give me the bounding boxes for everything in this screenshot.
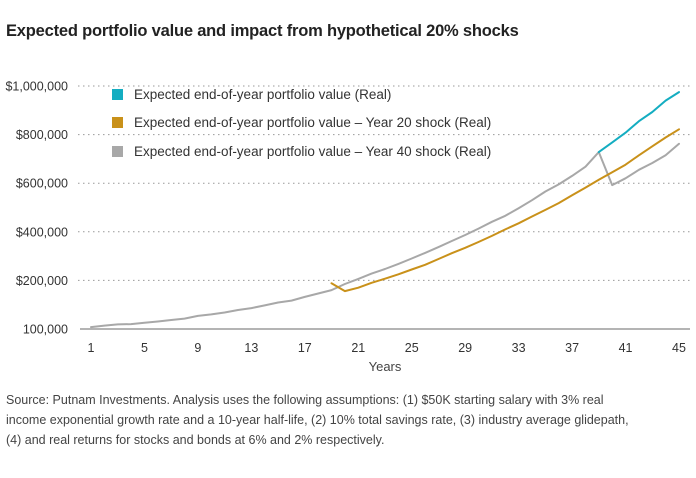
series-line-0 (597, 91, 680, 154)
x-tick-label: 29 (458, 341, 472, 355)
x-tick-label: 1 (88, 341, 95, 355)
legend-item-year40-shock: Expected end-of-year portfolio value – Y… (112, 137, 491, 166)
series-line-1 (330, 128, 680, 293)
gridlines (78, 85, 690, 281)
legend-label: Expected end-of-year portfolio value – Y… (134, 143, 492, 159)
x-tick-label: 13 (244, 341, 258, 355)
x-tick-label: 21 (351, 341, 365, 355)
legend: Expected end-of-year portfolio value (Re… (112, 80, 491, 166)
footnote-line: Source: Putnam Investments. Analysis use… (6, 393, 604, 407)
legend-item-expected: Expected end-of-year portfolio value (Re… (112, 80, 491, 109)
x-axis-label: Years (369, 359, 402, 374)
x-tick-label: 45 (672, 341, 686, 355)
x-tick-label: 37 (565, 341, 579, 355)
y-tick-label: 100,000 (23, 323, 68, 337)
series-line-2 (90, 142, 680, 329)
x-tick-label: 25 (405, 341, 419, 355)
x-tick-label: 33 (512, 341, 526, 355)
x-axis-ticks: 1 5 9 13 17 21 25 29 33 37 41 45 (88, 341, 686, 355)
x-tick-label: 41 (619, 341, 633, 355)
footnote-line: (4) and real returns for stocks and bond… (6, 433, 385, 447)
y-axis-ticks: 100,000 $200,000 $400,000 $600,000 $800,000 $… (5, 80, 68, 337)
legend-label: Expected end-of-year portfolio value – Y… (134, 115, 492, 131)
x-tick-label: 9 (194, 341, 201, 355)
footnote-line: income exponential growth rate and a 10-… (6, 413, 629, 427)
source-footnote: Source: Putnam Investments. Analysis use… (6, 390, 686, 450)
legend-swatch-teal (112, 88, 123, 100)
chart-title: Expected portfolio value and impact from… (6, 22, 519, 40)
x-tick-label: 17 (298, 341, 312, 355)
y-tick-label: $600,000 (16, 177, 68, 191)
legend-swatch-gray (112, 145, 123, 157)
series-lines (90, 91, 680, 329)
y-tick-label: $800,000 (16, 128, 68, 142)
y-tick-label: $1,000,000 (5, 80, 68, 94)
x-tick-label: 5 (141, 341, 148, 355)
legend-item-year20-shock: Expected end-of-year portfolio value – Y… (112, 109, 491, 138)
legend-swatch-gold (112, 117, 123, 129)
legend-label: Expected end-of-year portfolio value (Re… (134, 86, 392, 102)
y-tick-label: $400,000 (16, 225, 68, 239)
y-tick-label: $200,000 (16, 274, 68, 288)
